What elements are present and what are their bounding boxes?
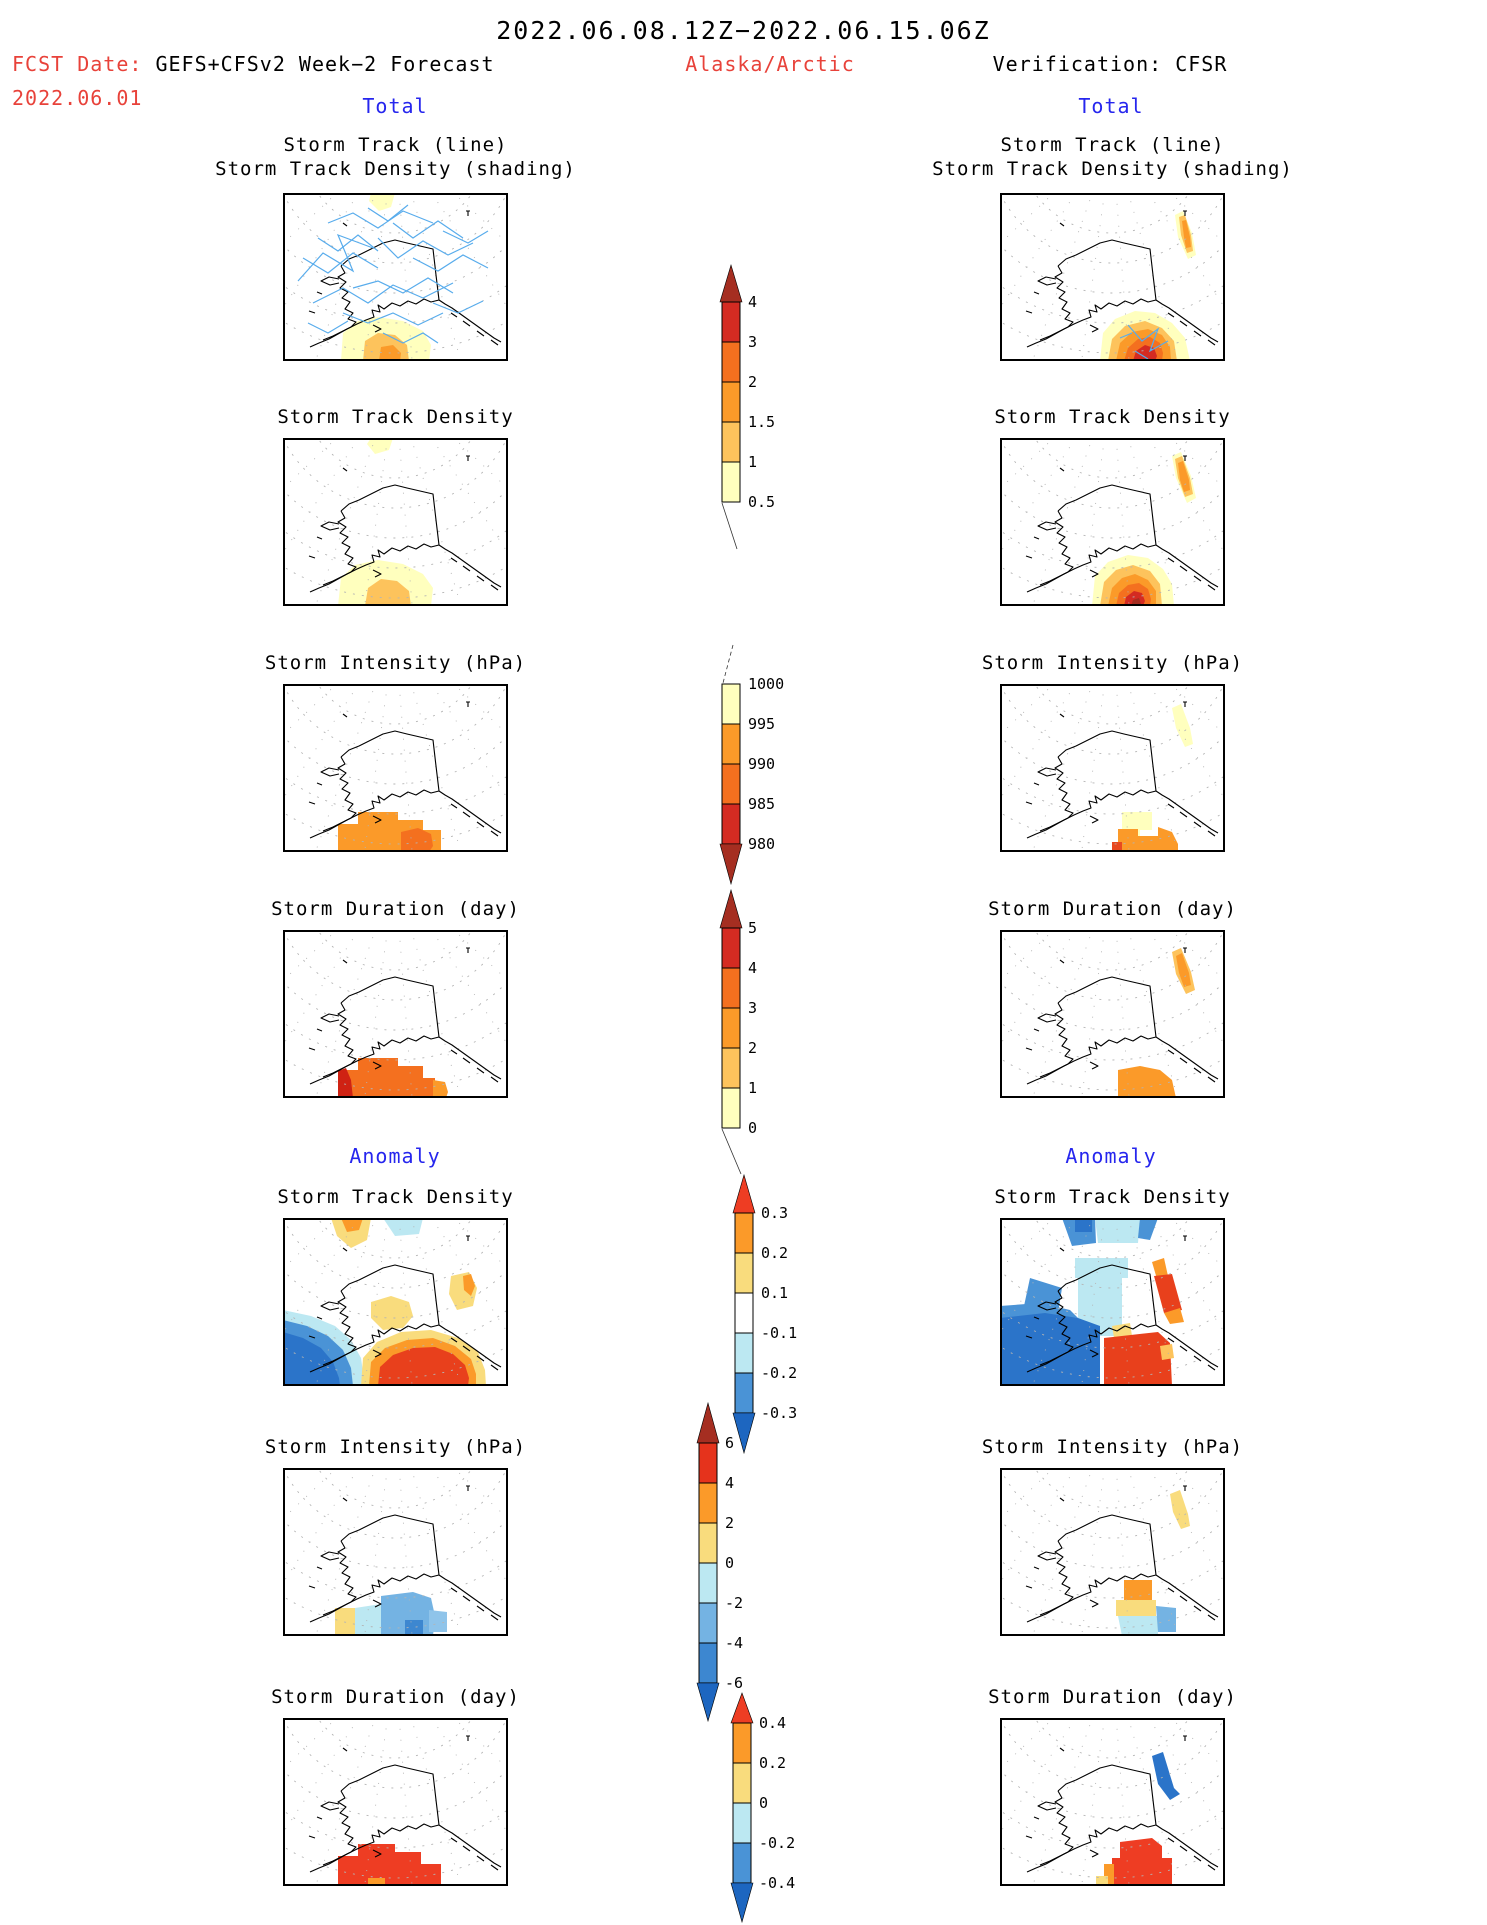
model-label: GEFS+CFSv2 Week−2 Forecast — [155, 52, 495, 76]
map-panel-cfsr-intensity — [1000, 684, 1225, 852]
svg-text:-0.4: -0.4 — [759, 1874, 795, 1892]
gefs-intensity-anomaly-title: Storm Intensity (hPa) — [264, 1436, 527, 1458]
colorbar-connector-line — [721, 1128, 742, 1175]
svg-text:-4: -4 — [725, 1634, 743, 1652]
svg-text:1000: 1000 — [748, 675, 784, 693]
svg-text:0.2: 0.2 — [759, 1754, 786, 1772]
cfsr-density-title: Storm Track Density — [994, 406, 1231, 428]
map-panel-gefs-density — [283, 438, 508, 606]
svg-text:0: 0 — [759, 1794, 768, 1812]
svg-text:-0.2: -0.2 — [759, 1834, 795, 1852]
gefs-duration-anomaly-title: Storm Duration (day) — [271, 1686, 520, 1708]
map-panel-cfsr-duration — [1000, 930, 1225, 1098]
cfsr-storm-track-title: Storm Track (line) Storm Track Density (s… — [932, 134, 1293, 180]
svg-text:2: 2 — [748, 1039, 757, 1057]
colorbar-density_total: 4 3 2 1.5 1 0.5 — [719, 263, 775, 511]
section-anomaly-left: Anomaly — [349, 1144, 441, 1168]
gefs-storm-track-title: Storm Track (line) Storm Track Density (s… — [215, 134, 576, 180]
map-panel-cfsr-density — [1000, 438, 1225, 606]
colorbar-duration_anom: 0.4 0.2 0 -0.2 -0.4 — [730, 1692, 795, 1924]
map-panel-gefs-density-anomaly — [283, 1218, 508, 1386]
gefs-intensity-title: Storm Intensity (hPa) — [264, 652, 527, 674]
verification-label: Verification: CFSR — [992, 52, 1228, 76]
colorbar-intensity_total: 1000 995 990 985 980 — [719, 675, 784, 886]
map-panel-gefs-duration — [283, 930, 508, 1098]
cfsr-duration-title: Storm Duration (day) — [988, 898, 1237, 920]
svg-text:0.5: 0.5 — [748, 493, 775, 511]
svg-text:0.3: 0.3 — [761, 1204, 788, 1222]
svg-text:0.2: 0.2 — [761, 1244, 788, 1262]
gefs-density-anomaly-title: Storm Track Density — [277, 1186, 514, 1208]
cfsr-density-anomaly-title: Storm Track Density — [994, 1186, 1231, 1208]
svg-text:0.4: 0.4 — [759, 1714, 786, 1732]
colorbar-duration_total: 5 4 3 2 1 0 — [719, 888, 757, 1137]
colorbar-connector-line — [721, 502, 738, 550]
svg-text:-2: -2 — [725, 1594, 743, 1612]
gefs-duration-title: Storm Duration (day) — [271, 898, 520, 920]
colorbar-intensity_anom: 6 4 2 0 -2 -4 -6 — [696, 1401, 743, 1723]
map-panel-cfsr-intensity-anomaly — [1000, 1468, 1225, 1636]
svg-text:995: 995 — [748, 715, 775, 733]
svg-text:-0.1: -0.1 — [761, 1324, 797, 1342]
svg-text:0: 0 — [748, 1119, 757, 1137]
svg-text:4: 4 — [748, 293, 757, 311]
svg-text:2: 2 — [748, 373, 757, 391]
svg-text:3: 3 — [748, 999, 757, 1017]
map-panel-cfsr-storm-track — [1000, 193, 1225, 361]
fcst-date-label: FCST Date: — [12, 52, 143, 76]
map-panel-gefs-storm-track — [283, 193, 508, 361]
svg-text:990: 990 — [748, 755, 775, 773]
cfsr-intensity-anomaly-title: Storm Intensity (hPa) — [981, 1436, 1244, 1458]
svg-text:4: 4 — [725, 1474, 734, 1492]
map-panel-gefs-duration-anomaly — [283, 1718, 508, 1886]
gefs-density-title: Storm Track Density — [277, 406, 514, 428]
svg-text:3: 3 — [748, 333, 757, 351]
svg-text:-6: -6 — [725, 1674, 743, 1692]
svg-text:6: 6 — [725, 1434, 734, 1452]
page-title: 2022.06.08.12Z−2022.06.15.06Z — [496, 16, 991, 45]
forecast-header: FCST Date: GEFS+CFSv2 Week−2 Forecast — [12, 52, 495, 76]
section-total-right: Total — [1078, 94, 1144, 118]
colorbar-connector-line — [722, 644, 734, 684]
svg-text:1: 1 — [748, 453, 757, 471]
forecast-date: 2022.06.01 — [12, 86, 143, 110]
svg-text:2: 2 — [725, 1514, 734, 1532]
svg-text:1.5: 1.5 — [748, 413, 775, 431]
svg-text:-0.3: -0.3 — [761, 1404, 797, 1422]
map-panel-gefs-intensity — [283, 684, 508, 852]
section-total-left: Total — [362, 94, 428, 118]
svg-text:5: 5 — [748, 919, 757, 937]
section-anomaly-right: Anomaly — [1065, 1144, 1157, 1168]
svg-text:0.1: 0.1 — [761, 1284, 788, 1302]
map-panel-cfsr-density-anomaly — [1000, 1218, 1225, 1386]
cfsr-intensity-title: Storm Intensity (hPa) — [981, 652, 1244, 674]
map-panel-gefs-intensity-anomaly — [283, 1468, 508, 1636]
svg-text:4: 4 — [748, 959, 757, 977]
svg-text:1: 1 — [748, 1079, 757, 1097]
map-panel-cfsr-duration-anomaly — [1000, 1718, 1225, 1886]
cfsr-duration-anomaly-title: Storm Duration (day) — [988, 1686, 1237, 1708]
region-label: Alaska/Arctic — [685, 52, 855, 76]
colorbar-density_anom: 0.3 0.2 0.1 -0.1 -0.2 -0.3 — [732, 1173, 797, 1455]
svg-text:985: 985 — [748, 795, 775, 813]
svg-text:-0.2: -0.2 — [761, 1364, 797, 1382]
svg-text:0: 0 — [725, 1554, 734, 1572]
svg-text:980: 980 — [748, 835, 775, 853]
